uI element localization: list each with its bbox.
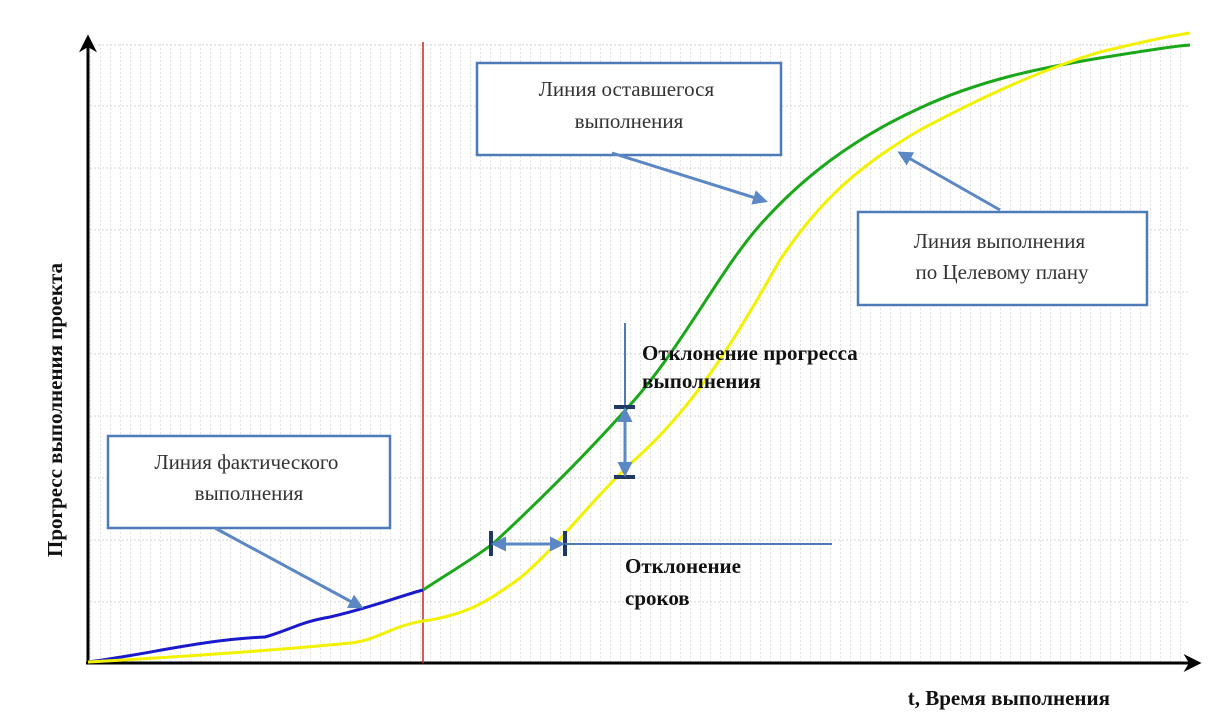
baseline-line — [87, 31, 1191, 664]
text-line: Линия фактического — [154, 450, 338, 474]
text-line: Линия оставшегося — [539, 77, 715, 101]
callout-pointer — [214, 526, 364, 609]
callout-text: Линия оставшегося выполнения — [539, 77, 720, 133]
text-line: Линия выполнения — [914, 229, 1086, 253]
x-axis-label: t, Время выполнения — [908, 686, 1110, 710]
callout-pointer — [897, 151, 1001, 212]
remaining-line — [422, 43, 1191, 592]
y-axis-label: Прогресс выполнения проекта — [43, 262, 67, 557]
text-line: выполнения — [575, 109, 684, 133]
callout-box — [106, 434, 392, 530]
text-line: сроков — [625, 586, 690, 610]
callout-text: Линия фактического выполнения — [154, 450, 343, 505]
callout-box — [475, 61, 783, 157]
annotation: Отклонение сроков — [625, 554, 746, 610]
annotation: Отклонение прогресса выполнения — [642, 341, 863, 393]
actual-line — [87, 588, 424, 664]
text-line: Отклонение прогресса — [642, 341, 858, 365]
text-line: Отклонение — [625, 554, 741, 578]
text-line: по Целевому плану — [916, 260, 1089, 284]
callout-pointer — [611, 151, 768, 205]
text-line: выполнения — [195, 481, 304, 505]
callout-text: Линия выполнения по Целевому плану — [914, 229, 1091, 284]
text-line: выполнения — [642, 369, 761, 393]
callout-box — [856, 210, 1149, 307]
